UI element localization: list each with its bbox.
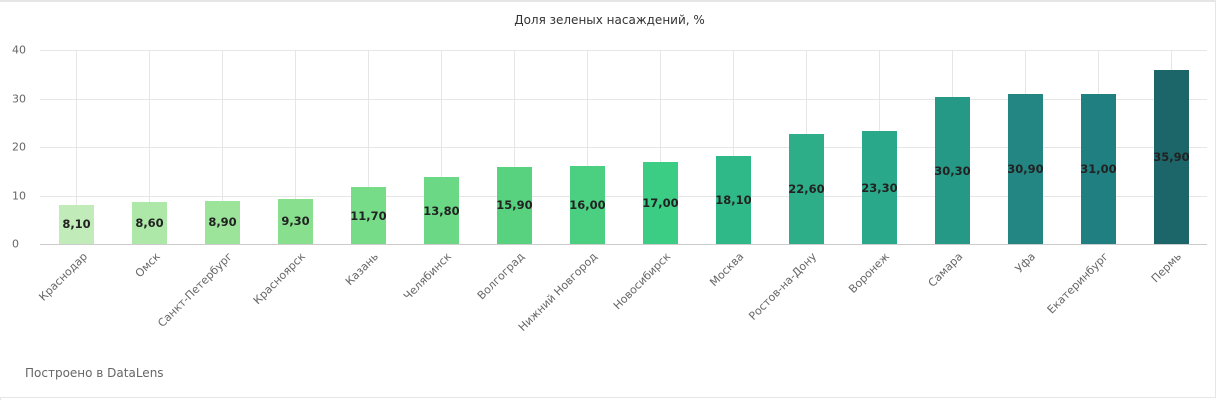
bar-value-label: 35,90 — [1153, 149, 1190, 164]
gridline-horizontal — [40, 195, 1207, 197]
gridline-vertical — [295, 50, 296, 244]
bar[interactable]: 9,30 — [278, 198, 313, 244]
bar[interactable]: 30,30 — [934, 97, 971, 244]
bar[interactable]: 22,60 — [788, 134, 825, 244]
bar[interactable]: 13,80 — [423, 177, 460, 244]
bar[interactable]: 17,00 — [642, 161, 679, 244]
y-tick-label: 30 — [12, 92, 26, 105]
gridline-vertical — [733, 50, 734, 244]
bar[interactable]: 15,90 — [496, 166, 533, 244]
bar-value-label: 9,30 — [281, 214, 310, 229]
bar-value-label: 30,30 — [934, 163, 971, 178]
y-tick-label: 20 — [12, 140, 26, 154]
plot-area: 8,10 8,60 8,90 9,30 11,70 13,80 15,90 16,00 17,0… — [40, 50, 1207, 245]
bar-value-label: 22,60 — [788, 182, 825, 197]
gridline-horizontal — [40, 98, 1207, 100]
bar-value-label: 13,80 — [423, 203, 460, 218]
bar[interactable]: 8,90 — [205, 200, 240, 244]
datalens-credit: Построено в DataLens — [25, 366, 164, 380]
bar-value-label: 11,70 — [350, 208, 387, 223]
gridline-horizontal — [40, 50, 1207, 51]
bar[interactable]: 30,90 — [1007, 94, 1044, 244]
gridline-vertical — [368, 50, 369, 244]
bar-value-label: 8,60 — [135, 216, 164, 231]
gridline-vertical — [514, 50, 515, 244]
bar[interactable]: 35,90 — [1153, 69, 1190, 244]
bar-value-label: 15,90 — [496, 198, 533, 213]
bar-value-label: 31,00 — [1080, 161, 1117, 176]
bar-value-label: 16,00 — [569, 198, 606, 213]
bar[interactable]: 31,00 — [1080, 93, 1117, 244]
chart-title: Доля зеленых насаждений, % — [514, 13, 705, 27]
bar[interactable]: 8,10 — [59, 204, 94, 244]
bar-value-label: 30,90 — [1007, 162, 1044, 177]
bar-value-label: 18,10 — [715, 193, 752, 208]
y-tick-label: 10 — [12, 189, 26, 202]
bar[interactable]: 16,00 — [569, 166, 606, 244]
bar-value-label: 8,10 — [62, 217, 91, 232]
gridline-vertical — [76, 50, 77, 244]
bar-value-label: 17,00 — [642, 195, 679, 210]
bar[interactable]: 18,10 — [715, 156, 752, 244]
bar-value-label: 8,90 — [208, 215, 237, 230]
gridline-vertical — [222, 50, 223, 244]
y-tick-label: 0 — [12, 237, 19, 251]
x-axis-line — [40, 244, 1207, 245]
gridline-vertical — [660, 50, 661, 244]
gridline-vertical — [149, 50, 150, 244]
bar-value-label: 23,30 — [861, 180, 898, 195]
gridline-vertical — [587, 50, 588, 244]
bar[interactable]: 8,60 — [132, 202, 167, 244]
y-tick-label: 40 — [12, 43, 26, 57]
gridline-horizontal — [40, 147, 1207, 148]
gridline-vertical — [441, 50, 442, 244]
bar[interactable]: 11,70 — [350, 187, 387, 244]
bar[interactable]: 23,30 — [861, 131, 898, 244]
